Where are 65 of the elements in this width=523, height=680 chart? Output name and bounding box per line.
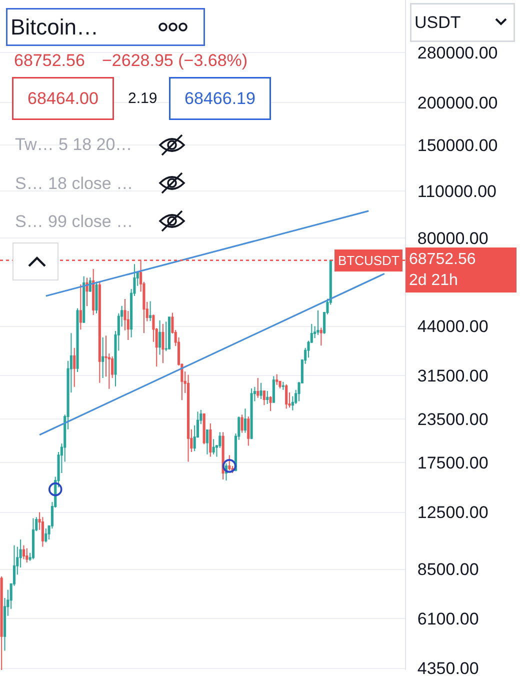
text: Bitcoin… (10, 14, 99, 40)
candlestick (272, 376, 275, 404)
candlestick (266, 390, 269, 405)
candlestick (320, 327, 322, 346)
candlestick (41, 516, 44, 548)
candlestick (26, 548, 28, 563)
candlestick (316, 310, 320, 336)
candlestick (82, 276, 86, 324)
candlestick (212, 438, 215, 455)
candlestick (149, 300, 152, 322)
annotation: 68464.00 (28, 89, 98, 108)
candlestick (0, 576, 3, 670)
annotation: Tw… 5 18 20… (15, 135, 132, 154)
y-tick-label: 17500.00 (417, 453, 488, 472)
candlestick (256, 378, 260, 398)
candlestick (260, 382, 262, 400)
candlestick (95, 281, 98, 314)
annotation: 68466.19 (184, 89, 256, 108)
text: 68752.56 2d 21h (409, 251, 476, 289)
annotation: S… 99 close … (15, 212, 134, 231)
candlestick (282, 381, 284, 390)
candlestick (98, 280, 101, 384)
y-tick-label: 12500.00 (417, 503, 488, 522)
ref-line-label: BTCUSDT (338, 253, 400, 268)
candlestick (76, 308, 79, 372)
candlestick (44, 528, 48, 543)
candlestick (22, 544, 26, 560)
y-tick-label: 80000.00 (417, 228, 488, 248)
y-tick-label: 44000.00 (417, 317, 488, 336)
candlestick (247, 416, 250, 446)
annotation: 68752.56 (14, 51, 85, 70)
y-tick-label: 4350.00 (417, 659, 479, 678)
candlestick (269, 396, 272, 412)
candlestick (168, 316, 171, 350)
candlestick (250, 388, 253, 440)
annotation: −2628.95 (−3.68%) (102, 51, 248, 70)
candlestick (228, 454, 231, 471)
text: USDT (414, 13, 461, 32)
y-tick-label: 6100.00 (417, 609, 479, 628)
y-tick-label: 31500.00 (417, 366, 488, 386)
annotation: S… 18 close … (15, 174, 134, 193)
candlestick (240, 414, 244, 434)
y-tick-label: 280000.00 (417, 44, 498, 63)
candlestick (162, 323, 164, 364)
candlestick (202, 412, 206, 445)
candlestick (285, 384, 288, 410)
y-tick-label: 23500.00 (417, 410, 488, 429)
candlestick (206, 430, 209, 455)
candlestick (73, 347, 76, 388)
candlestick (276, 374, 278, 386)
candlestick (209, 422, 212, 458)
candlestick (86, 277, 88, 307)
candlestick (262, 390, 266, 406)
annotation: 2.19 (128, 90, 158, 107)
candlestick (244, 408, 246, 434)
y-tick-label: 200000.00 (417, 93, 498, 112)
y-tick-label: 8500.00 (417, 560, 479, 580)
y-tick-label: 150000.00 (417, 136, 498, 155)
candlestick (102, 336, 104, 379)
candlestick (32, 518, 34, 560)
candlestick (79, 284, 82, 330)
candlestick (186, 374, 190, 462)
candlestick (158, 320, 162, 356)
y-tick-label: 110000.00 (417, 182, 497, 201)
candlestick (92, 268, 95, 316)
